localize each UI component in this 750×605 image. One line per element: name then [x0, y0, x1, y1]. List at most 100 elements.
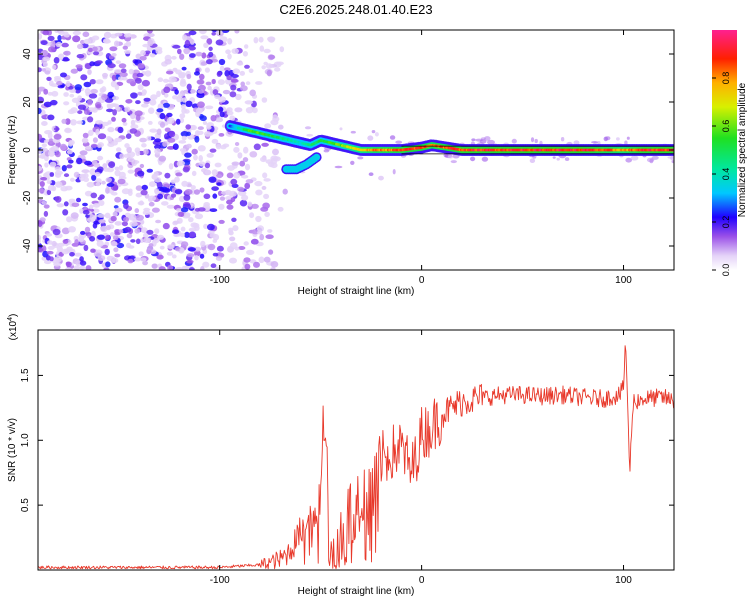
- noise-blob: [234, 246, 240, 251]
- noise-blob: [68, 226, 76, 233]
- noise-blob: [197, 89, 205, 94]
- noise-blob: [267, 36, 276, 42]
- noise-blob: [43, 204, 50, 209]
- colorbar-tick-label: 0.8: [721, 72, 731, 85]
- noise-blob: [248, 68, 254, 74]
- noise-blob: [114, 221, 123, 226]
- noise-blob: [151, 207, 160, 213]
- noise-blob: [164, 59, 172, 65]
- noise-blob: [55, 151, 61, 158]
- noise-blob: [102, 72, 108, 78]
- snr-plot-area: [38, 345, 674, 570]
- noise-blob: [157, 193, 164, 200]
- noise-blob: [94, 172, 101, 177]
- noise-blob: [69, 88, 77, 94]
- noise-blob: [278, 124, 284, 130]
- noise-blob: [147, 30, 153, 34]
- noise-blob: [59, 143, 67, 151]
- noise-blob: [38, 247, 43, 253]
- noise-blob: [39, 187, 45, 194]
- noise-blob: [53, 261, 61, 267]
- noise-blob: [259, 233, 265, 241]
- noise-blob: [149, 99, 157, 106]
- noise-blob: [186, 131, 192, 136]
- noise-blob: [190, 89, 196, 94]
- noise-blob: [205, 81, 212, 86]
- noise-blob: [253, 143, 261, 151]
- noise-blob: [243, 146, 249, 154]
- noise-blob: [92, 203, 101, 208]
- figure-title: C2E6.2025.248.01.40.E23: [279, 2, 432, 17]
- noise-blob: [123, 202, 129, 209]
- noise-blob: [125, 133, 132, 139]
- noise-blob: [239, 70, 245, 76]
- noise-blob: [41, 245, 47, 253]
- noise-blob: [210, 115, 217, 122]
- noise-blob: [174, 189, 183, 195]
- noise-blob: [74, 252, 82, 257]
- noise-blob: [61, 118, 67, 124]
- noise-blob: [88, 204, 94, 210]
- noise-blob: [44, 70, 51, 75]
- noise-blob: [191, 170, 197, 177]
- noise-blob: [49, 161, 57, 168]
- noise-blob: [98, 200, 105, 206]
- noise-blob: [78, 235, 84, 242]
- noise-blob: [218, 106, 224, 113]
- noise-blob: [40, 40, 48, 46]
- noise-blob: [83, 108, 90, 115]
- noise-blob: [149, 53, 156, 58]
- noise-blob: [137, 84, 144, 91]
- noise-blob: [127, 169, 135, 174]
- noise-blob: [38, 107, 42, 115]
- noise-blob: [81, 137, 89, 144]
- snr-frame: [37, 329, 675, 571]
- noise-blob: [76, 197, 81, 203]
- noise-blob: [200, 61, 208, 66]
- noise-blob: [82, 31, 90, 38]
- x-tick-label: 0: [419, 575, 425, 586]
- noise-blob: [51, 64, 57, 70]
- noise-blob: [306, 133, 314, 137]
- noise-blob: [270, 261, 279, 268]
- noise-blob: [244, 44, 249, 49]
- noise-blob: [130, 92, 138, 99]
- noise-blob: [111, 258, 119, 263]
- noise-blob: [187, 247, 196, 252]
- noise-blob: [529, 158, 536, 163]
- noise-blob: [53, 133, 62, 140]
- noise-blob: [173, 220, 180, 225]
- noise-blob: [130, 239, 136, 243]
- noise-blob: [49, 256, 54, 262]
- noise-blob: [162, 188, 171, 193]
- noise-blob: [334, 165, 343, 169]
- noise-blob: [265, 234, 274, 239]
- noise-blob: [83, 244, 89, 252]
- noise-blob: [197, 145, 206, 152]
- noise-blob: [82, 202, 88, 207]
- noise-blob: [339, 127, 343, 131]
- noise-blob: [481, 156, 489, 162]
- noise-blob: [229, 257, 237, 264]
- noise-blob: [226, 172, 234, 179]
- noise-blob: [110, 215, 117, 222]
- noise-blob: [227, 38, 233, 45]
- noise-blob: [605, 136, 611, 141]
- noise-blob: [97, 234, 105, 240]
- noise-blob: [148, 107, 155, 114]
- noise-blob: [65, 80, 71, 88]
- noise-blob: [55, 172, 62, 178]
- noise-blob: [183, 194, 191, 201]
- noise-blob: [207, 243, 216, 251]
- noise-blob: [511, 138, 517, 144]
- noise-blob: [217, 174, 223, 179]
- noise-blob: [350, 160, 355, 165]
- noise-blob: [38, 67, 43, 73]
- noise-blob: [135, 150, 141, 157]
- noise-blob: [137, 170, 145, 177]
- noise-blob: [135, 114, 141, 121]
- noise-blob: [89, 61, 95, 67]
- noise-blob: [44, 260, 52, 265]
- noise-blob: [671, 160, 674, 164]
